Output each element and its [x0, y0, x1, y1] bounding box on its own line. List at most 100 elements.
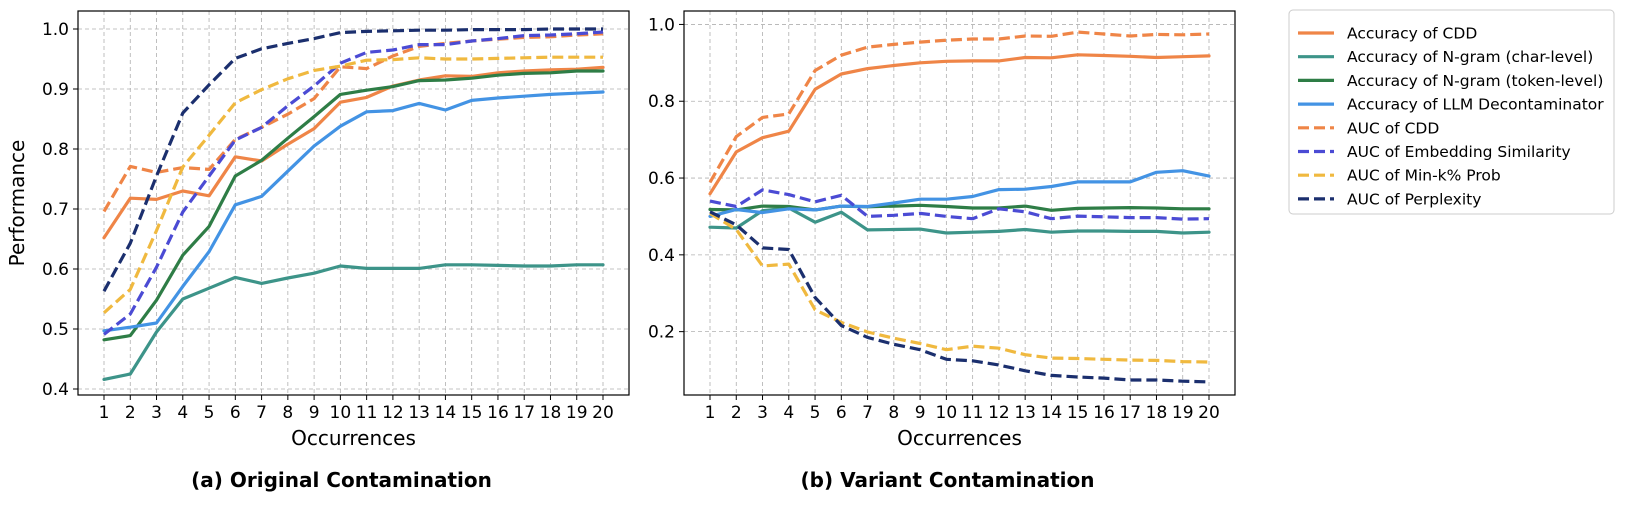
x-tick-label: 12 — [988, 403, 1010, 423]
x-tick-label: 5 — [810, 403, 821, 423]
chart-caption: (a) Original Contamination — [191, 468, 492, 492]
legend-label: Accuracy of LLM Decontaminator — [1347, 96, 1604, 114]
x-tick-label: 13 — [1014, 403, 1036, 423]
series-line-auc-of-cdd — [708, 30, 1210, 184]
legend-item-accuracy-of-n-gram-token-level: Accuracy of N-gram (token-level) — [1298, 72, 1603, 90]
x-axis: 1 2 3 4 5 6 7 8 9 10 11 12 13 14 15 16 17 18 19 20 — [705, 395, 1220, 423]
y-tick-label: 0.6 — [42, 260, 69, 280]
x-tick-label: 15 — [461, 403, 483, 423]
series-line-auc-of-embedding-similarity — [709, 188, 1210, 221]
x-tick-label: 6 — [230, 403, 241, 423]
x-tick-label: 18 — [1146, 403, 1168, 423]
chart-caption: (b) Variant Contamination — [801, 468, 1095, 492]
series-line-accuracy-of-cdd — [708, 53, 1211, 196]
series-line-auc-of-embedding-similarity — [103, 30, 604, 336]
x-tick-label: 17 — [513, 403, 535, 423]
y-tick-label: 1.0 — [648, 15, 675, 35]
grid — [684, 11, 1235, 395]
y-tick-label: 0.9 — [42, 80, 69, 100]
x-tick-label: 20 — [1198, 403, 1220, 423]
x-axis: 1 2 3 4 5 6 7 8 9 10 11 12 13 14 15 16 17 18 19 20 — [99, 395, 614, 423]
series-line-accuracy-of-llm-decontaminator — [708, 169, 1211, 218]
x-tick-label: 5 — [204, 403, 215, 423]
x-tick-label: 18 — [540, 403, 562, 423]
legend-label: AUC of Embedding Similarity — [1347, 143, 1571, 161]
legend-item-accuracy-of-n-gram-char-level: Accuracy of N-gram (char-level) — [1298, 48, 1593, 66]
x-axis-label: Occurrences — [291, 426, 416, 450]
series-line-auc-of-perplexity — [102, 27, 603, 292]
series-line-accuracy-of-n-gram-token-level — [102, 69, 605, 342]
series-line-auc-of-min-k-prob — [102, 55, 603, 314]
y-tick-label: 0.5 — [42, 320, 69, 340]
x-tick-label: 4 — [177, 403, 188, 423]
x-tick-label: 16 — [1093, 403, 1115, 423]
x-tick-label: 3 — [151, 403, 162, 423]
legend-item-auc-of-perplexity: AUC of Perplexity — [1298, 190, 1481, 208]
x-tick-label: 20 — [592, 403, 614, 423]
y-axis: 0.2 0.4 0.6 0.8 1.0 — [648, 15, 684, 343]
series-line-accuracy-of-llm-decontaminator — [102, 90, 605, 333]
legend-item-auc-of-cdd: AUC of CDD — [1298, 119, 1439, 137]
chart-panel-a: 1 2 3 4 5 6 7 8 9 10 11 12 13 14 15 16 17 18 19 200.40.50.6… — [5, 10, 630, 492]
x-tick-label: 19 — [566, 403, 588, 423]
x-tick-label: 15 — [1067, 403, 1089, 423]
x-tick-label: 10 — [330, 403, 352, 423]
series-group — [102, 27, 605, 381]
x-tick-label: 4 — [783, 403, 794, 423]
y-tick-label: 0.8 — [648, 92, 675, 112]
x-tick-label: 14 — [435, 403, 457, 423]
legend-label: AUC of Min-k% Prob — [1347, 167, 1501, 185]
y-axis: 0.4 0.5 0.6 0.7 0.8 0.9 1.0 — [42, 20, 78, 400]
x-tick-label: 11 — [356, 403, 378, 423]
x-tick-label: 2 — [731, 403, 742, 423]
legend-label: AUC of CDD — [1347, 119, 1439, 137]
legend-item-auc-of-min-k-prob: AUC of Min-k% Prob — [1298, 167, 1501, 185]
series-line-auc-of-perplexity — [709, 210, 1210, 384]
x-tick-label: 10 — [936, 403, 958, 423]
x-tick-label: 16 — [487, 403, 509, 423]
y-tick-label: 1.0 — [42, 20, 69, 40]
legend-item-accuracy-of-llm-decontaminator: Accuracy of LLM Decontaminator — [1298, 96, 1604, 114]
x-tick-label: 12 — [382, 403, 404, 423]
x-tick-label: 1 — [705, 403, 716, 423]
x-tick-label: 2 — [125, 403, 136, 423]
x-tick-label: 6 — [836, 403, 847, 423]
x-tick-label: 3 — [757, 403, 768, 423]
legend-item-auc-of-embedding-similarity: AUC of Embedding Similarity — [1298, 143, 1571, 161]
legend-label: AUC of Perplexity — [1347, 190, 1481, 208]
series-line-auc-of-min-k-prob — [709, 212, 1210, 364]
x-tick-label: 8 — [282, 403, 293, 423]
x-tick-label: 8 — [888, 403, 899, 423]
plot-frame — [683, 10, 1236, 396]
y-tick-label: 0.2 — [648, 323, 675, 343]
series-line-accuracy-of-cdd — [102, 65, 605, 240]
x-tick-label: 11 — [962, 403, 984, 423]
x-tick-label: 7 — [862, 403, 873, 423]
y-tick-label: 0.4 — [648, 246, 675, 266]
x-tick-label: 17 — [1119, 403, 1141, 423]
y-tick-label: 0.6 — [648, 169, 675, 189]
x-tick-label: 7 — [256, 403, 267, 423]
x-tick-label: 13 — [408, 403, 430, 423]
x-axis-label: Occurrences — [897, 426, 1022, 450]
y-axis-label: Performance — [5, 140, 29, 267]
x-tick-label: 14 — [1041, 403, 1063, 423]
x-tick-label: 9 — [915, 403, 926, 423]
legend-item-accuracy-of-cdd: Accuracy of CDD — [1298, 25, 1477, 43]
series-line-accuracy-of-n-gram-char-level — [708, 206, 1211, 235]
x-tick-label: 9 — [309, 403, 320, 423]
plot-frame — [77, 10, 630, 396]
series-line-accuracy-of-n-gram-token-level — [708, 203, 1211, 212]
chart-panel-b: 1 2 3 4 5 6 7 8 9 10 11 12 13 14 15 16 17 18 19 200.20.40.6… — [648, 10, 1236, 492]
legend-box — [1288, 9, 1615, 215]
x-tick-label: 1 — [99, 403, 110, 423]
legend-label: Accuracy of N-gram (token-level) — [1347, 72, 1603, 90]
y-tick-label: 0.7 — [42, 200, 69, 220]
x-tick-label: 19 — [1172, 403, 1194, 423]
y-tick-label: 0.8 — [42, 140, 69, 160]
series-line-accuracy-of-n-gram-char-level — [102, 263, 605, 381]
series-group — [708, 30, 1211, 384]
legend-label: Accuracy of CDD — [1347, 25, 1477, 43]
legend-label: Accuracy of N-gram (char-level) — [1347, 48, 1593, 66]
